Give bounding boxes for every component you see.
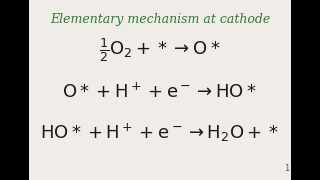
Text: $\mathrm{HO*} + \mathrm{H}^+ + \mathrm{e}^- \rightarrow \mathrm{H_2O} + *$: $\mathrm{HO*} + \mathrm{H}^+ + \mathrm{e… xyxy=(40,122,280,144)
Text: 1: 1 xyxy=(284,164,290,173)
FancyBboxPatch shape xyxy=(29,0,291,180)
Text: $\frac{1}{2}\mathrm{O}_2 + * \rightarrow \mathrm{O*}$: $\frac{1}{2}\mathrm{O}_2 + * \rightarrow… xyxy=(99,37,221,64)
Text: Elementary mechanism at cathode: Elementary mechanism at cathode xyxy=(50,13,270,26)
Text: $\mathrm{O*} + \mathrm{H}^+ + \mathrm{e}^- \rightarrow \mathrm{HO*}$: $\mathrm{O*} + \mathrm{H}^+ + \mathrm{e}… xyxy=(62,82,258,102)
